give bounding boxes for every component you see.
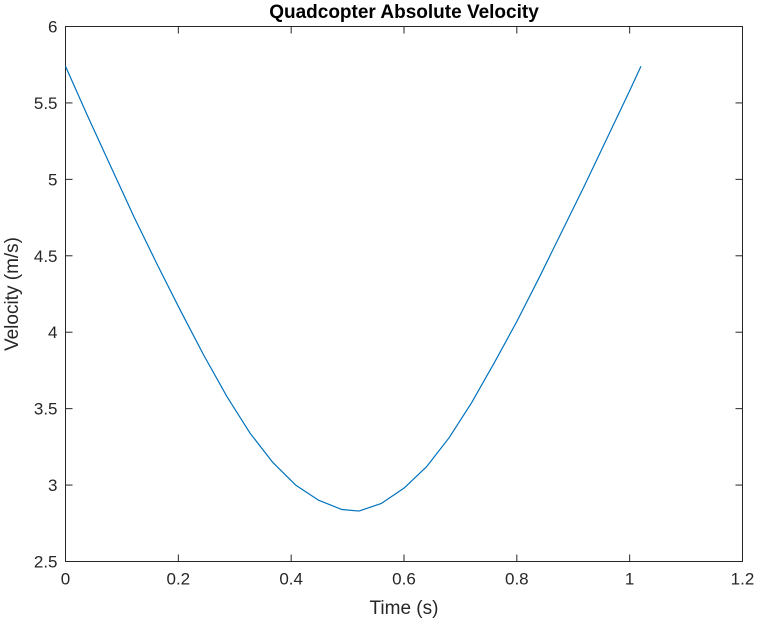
x-tick-label: 0.6 <box>392 570 416 589</box>
y-axis-label: Velocity (m/s) <box>2 237 23 351</box>
y-axis-tick-labels: 2.5 3 3.5 4 4.5 5 5.5 6 <box>34 18 58 572</box>
series-line-velocity <box>64 65 642 512</box>
y-tick-label: 5 <box>48 170 57 189</box>
series-layer <box>64 65 642 512</box>
x-tick-label: 1 <box>625 570 634 589</box>
chart-title: Quadcopter Absolute Velocity <box>269 2 539 23</box>
x-tick-label: 0.4 <box>279 570 303 589</box>
x-tick-label: 1.2 <box>731 570 755 589</box>
x-axis-tick-labels: 0 0.2 0.4 0.6 0.8 1 1.2 <box>61 570 755 589</box>
y-tick-label: 2.5 <box>34 553 58 572</box>
x-tick-label: 0.2 <box>167 570 191 589</box>
y-tick-label: 4.5 <box>34 247 58 266</box>
x-axis-ticks <box>65 26 743 562</box>
x-tick-label: 0.8 <box>505 570 529 589</box>
y-tick-label: 6 <box>48 18 57 37</box>
x-axis-label: Time (s) <box>370 598 439 619</box>
y-tick-label: 5.5 <box>34 94 58 113</box>
plot-area-frame <box>65 26 743 562</box>
y-tick-label: 3 <box>48 476 57 495</box>
y-axis-ticks <box>65 26 743 562</box>
y-tick-label: 3.5 <box>34 400 58 419</box>
y-tick-label: 4 <box>48 323 57 342</box>
x-tick-label: 0 <box>61 570 70 589</box>
